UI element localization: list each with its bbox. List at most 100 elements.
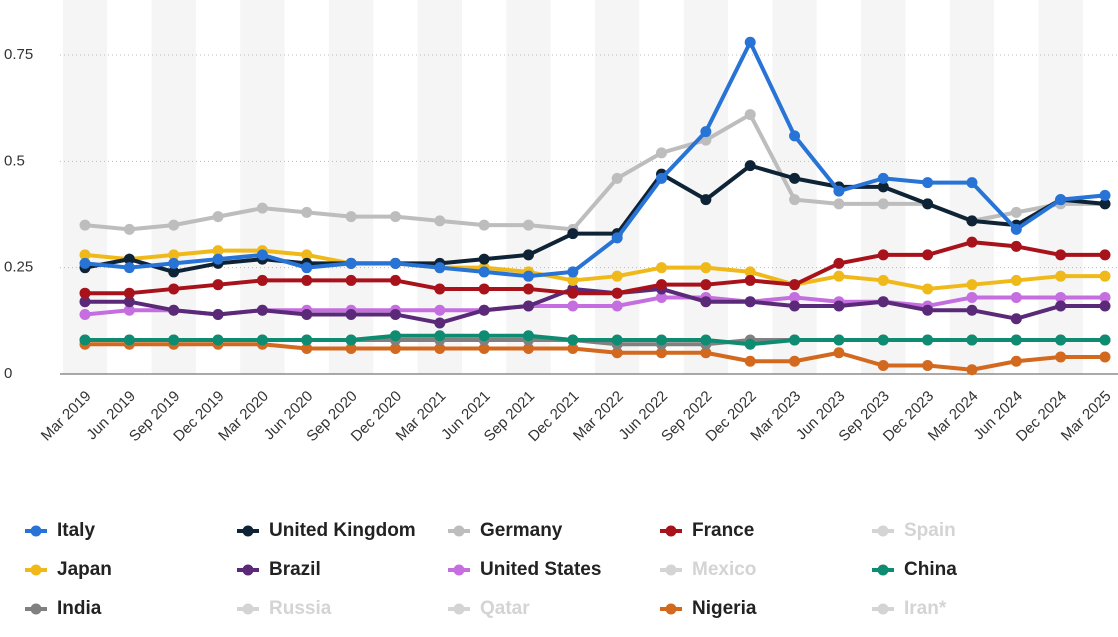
- point: [744, 355, 756, 367]
- point: [345, 211, 357, 223]
- point: [434, 304, 446, 316]
- point: [611, 287, 623, 299]
- legend-marker: [453, 525, 465, 537]
- point: [79, 257, 91, 269]
- point: [744, 296, 756, 308]
- legend-item: United Kingdom: [237, 520, 416, 541]
- point: [79, 308, 91, 320]
- legend-label: Japan: [57, 559, 112, 580]
- point: [389, 257, 401, 269]
- point: [656, 147, 668, 159]
- point: [301, 342, 313, 354]
- point: [301, 308, 313, 320]
- point: [1099, 351, 1111, 363]
- point: [789, 291, 801, 303]
- legend-marker: [877, 564, 889, 576]
- point: [611, 270, 623, 282]
- point: [567, 228, 579, 240]
- point: [966, 291, 978, 303]
- point: [567, 342, 579, 354]
- legend-marker: [30, 564, 42, 576]
- series-line: [84, 248, 1105, 291]
- legend-marker: [453, 603, 465, 615]
- point: [1055, 291, 1067, 303]
- legend-label: Iran*: [904, 598, 947, 619]
- point: [79, 296, 91, 308]
- point: [833, 334, 845, 346]
- point: [700, 194, 712, 206]
- point: [79, 287, 91, 299]
- point: [1055, 270, 1067, 282]
- point: [789, 279, 801, 291]
- point: [1055, 194, 1067, 206]
- point: [478, 330, 490, 342]
- point: [966, 304, 978, 316]
- point: [256, 304, 268, 316]
- series: [79, 36, 1111, 282]
- point: [1010, 274, 1022, 286]
- point: [833, 257, 845, 269]
- band: [240, 0, 285, 374]
- point: [123, 262, 135, 274]
- point: [611, 232, 623, 244]
- legend-item: Nigeria: [660, 598, 757, 619]
- legend-item: Spain: [872, 520, 956, 541]
- point: [1010, 334, 1022, 346]
- point: [168, 249, 180, 261]
- point: [478, 342, 490, 354]
- point: [212, 211, 224, 223]
- point: [877, 249, 889, 261]
- point: [212, 253, 224, 265]
- point: [123, 334, 135, 346]
- point: [1099, 189, 1111, 201]
- legend-marker: [665, 603, 677, 615]
- point: [966, 364, 978, 376]
- point: [656, 172, 668, 184]
- point: [301, 249, 313, 261]
- point: [79, 249, 91, 261]
- point: [1099, 249, 1111, 261]
- point: [389, 211, 401, 223]
- point: [789, 194, 801, 206]
- legend-label: India: [57, 598, 102, 619]
- point: [522, 249, 534, 261]
- point: [656, 347, 668, 359]
- legend-label: Germany: [480, 520, 563, 541]
- series: [79, 236, 1111, 299]
- point: [345, 308, 357, 320]
- legend-label: Nigeria: [692, 598, 757, 619]
- legend-marker: [453, 564, 465, 576]
- series-line: [84, 163, 1106, 274]
- point: [168, 283, 180, 295]
- point: [434, 215, 446, 227]
- legend-item: Brazil: [237, 559, 321, 580]
- legend-label: China: [904, 559, 957, 580]
- point: [966, 215, 978, 227]
- point: [1099, 270, 1111, 282]
- point: [567, 287, 579, 299]
- point: [700, 279, 712, 291]
- point: [744, 109, 756, 121]
- point: [877, 198, 889, 210]
- legend-item: Russia: [237, 598, 332, 619]
- point: [1010, 223, 1022, 235]
- point: [1055, 334, 1067, 346]
- point: [79, 334, 91, 346]
- point: [478, 266, 490, 278]
- point: [79, 219, 91, 231]
- point: [478, 219, 490, 231]
- point: [1055, 351, 1067, 363]
- point: [256, 249, 268, 261]
- point: [1055, 249, 1067, 261]
- point: [611, 347, 623, 359]
- point: [877, 172, 889, 184]
- y-tick-label: 0.75: [4, 46, 33, 63]
- point: [567, 334, 579, 346]
- legend-marker: [877, 603, 889, 615]
- point: [656, 279, 668, 291]
- point: [168, 257, 180, 269]
- point: [656, 334, 668, 346]
- point: [922, 304, 934, 316]
- legend-marker: [877, 525, 889, 537]
